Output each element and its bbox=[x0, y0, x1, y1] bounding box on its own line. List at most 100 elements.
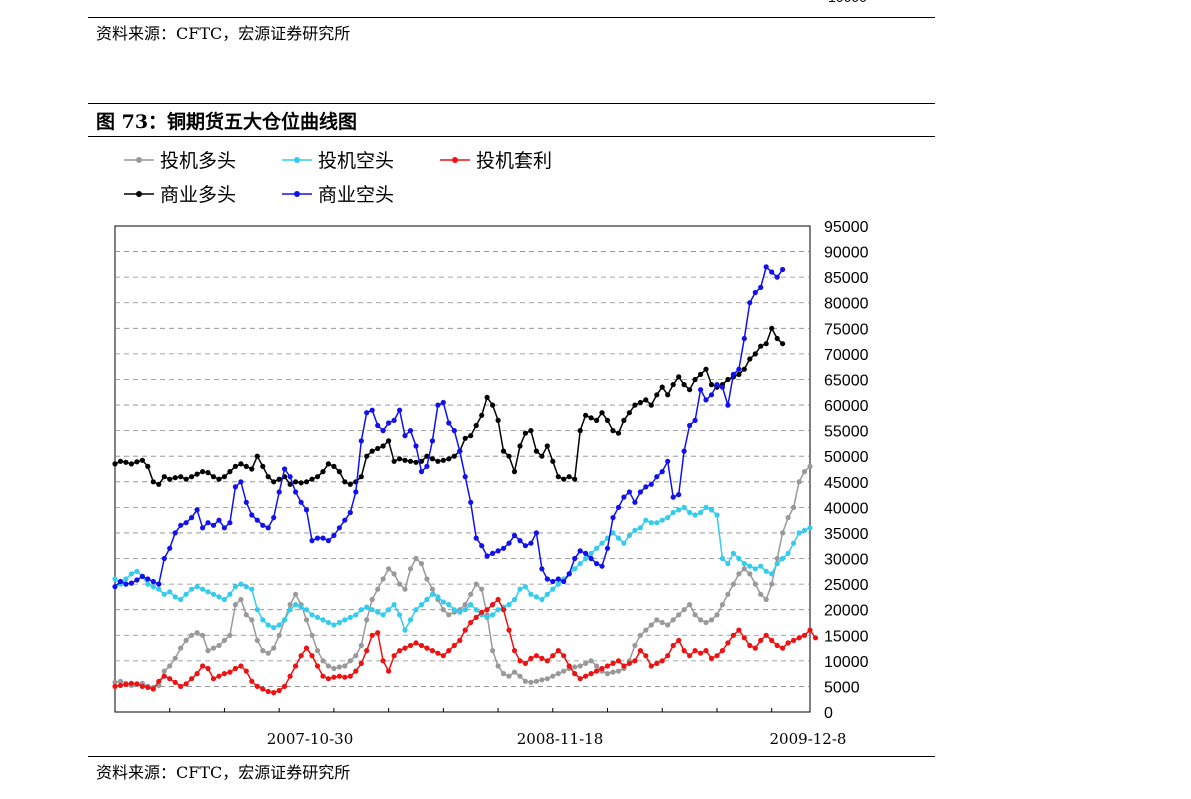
series-line bbox=[114, 506, 811, 632]
data-point bbox=[342, 663, 348, 669]
data-point bbox=[594, 417, 600, 423]
data-point bbox=[495, 596, 501, 603]
data-point bbox=[698, 387, 704, 393]
data-point bbox=[397, 407, 403, 413]
data-point bbox=[210, 676, 217, 682]
data-point bbox=[610, 428, 616, 434]
data-point bbox=[769, 325, 775, 331]
data-point bbox=[271, 625, 277, 631]
data-point bbox=[812, 635, 819, 641]
data-point bbox=[221, 525, 227, 531]
data-point bbox=[150, 578, 156, 585]
data-point bbox=[796, 635, 802, 641]
data-point bbox=[621, 540, 627, 546]
data-point bbox=[117, 458, 124, 464]
data-point bbox=[156, 586, 162, 592]
data-point bbox=[698, 617, 704, 623]
data-point bbox=[303, 645, 310, 651]
data-point bbox=[676, 492, 682, 498]
data-point bbox=[555, 671, 561, 677]
data-point bbox=[429, 438, 435, 444]
data-point bbox=[473, 535, 479, 541]
data-point bbox=[205, 520, 211, 526]
data-point bbox=[161, 474, 167, 480]
data-point bbox=[451, 642, 457, 649]
data-point bbox=[621, 663, 627, 669]
data-point bbox=[533, 530, 540, 536]
data-point bbox=[780, 341, 786, 347]
data-point bbox=[320, 469, 326, 475]
data-point bbox=[659, 469, 665, 475]
data-point bbox=[741, 566, 747, 572]
data-point bbox=[123, 459, 129, 465]
data-point bbox=[583, 550, 589, 557]
data-point bbox=[785, 515, 791, 521]
data-point bbox=[232, 584, 238, 590]
data-point bbox=[139, 683, 145, 690]
data-point bbox=[626, 410, 633, 416]
y-tick-label: 15000 bbox=[824, 628, 869, 645]
data-point bbox=[331, 674, 337, 680]
legend-label: 商业空头 bbox=[318, 184, 394, 206]
data-point bbox=[282, 683, 288, 690]
data-point bbox=[741, 335, 747, 342]
data-point bbox=[364, 604, 370, 610]
data-point bbox=[517, 443, 523, 449]
data-point bbox=[665, 622, 671, 628]
data-point bbox=[594, 561, 600, 567]
data-point bbox=[643, 627, 649, 633]
data-point bbox=[167, 545, 173, 551]
data-point bbox=[725, 640, 731, 646]
data-point bbox=[561, 653, 567, 659]
source-note-bottom: 资料来源：CFTC，宏源证券研究所 bbox=[96, 763, 351, 782]
data-point bbox=[654, 392, 660, 398]
data-point bbox=[309, 476, 315, 482]
data-point bbox=[380, 612, 386, 618]
data-point bbox=[511, 596, 518, 603]
data-point bbox=[156, 678, 162, 684]
data-point bbox=[189, 515, 195, 521]
data-point bbox=[232, 602, 238, 608]
data-point bbox=[681, 648, 687, 654]
data-point bbox=[424, 596, 430, 603]
data-point bbox=[747, 642, 753, 649]
data-point bbox=[801, 469, 808, 475]
data-point bbox=[391, 653, 397, 659]
data-point bbox=[468, 619, 474, 626]
data-point bbox=[375, 586, 381, 592]
data-point bbox=[216, 476, 222, 482]
data-point bbox=[687, 387, 693, 393]
data-point bbox=[271, 515, 277, 521]
data-point bbox=[117, 682, 124, 689]
data-point bbox=[522, 584, 529, 590]
data-point bbox=[167, 589, 173, 595]
data-point bbox=[500, 545, 507, 551]
data-point bbox=[117, 578, 124, 585]
data-point bbox=[637, 399, 644, 406]
data-point bbox=[243, 612, 249, 618]
data-point bbox=[654, 520, 660, 526]
data-point bbox=[801, 527, 808, 534]
data-point bbox=[730, 581, 737, 587]
data-point bbox=[451, 428, 457, 434]
data-point bbox=[189, 676, 195, 682]
data-point bbox=[440, 607, 446, 613]
data-point bbox=[654, 660, 660, 667]
data-point bbox=[145, 463, 151, 469]
data-point bbox=[774, 561, 780, 567]
data-point bbox=[265, 688, 271, 695]
data-point bbox=[249, 617, 255, 623]
data-point bbox=[533, 653, 540, 659]
legend-swatch-marker bbox=[294, 191, 300, 197]
data-point bbox=[522, 430, 529, 436]
data-point bbox=[309, 538, 315, 544]
data-point bbox=[714, 653, 720, 659]
data-point bbox=[626, 489, 633, 495]
data-point bbox=[260, 686, 266, 692]
series-line bbox=[114, 465, 811, 689]
data-point bbox=[260, 617, 266, 623]
data-point bbox=[446, 602, 452, 608]
data-point bbox=[692, 417, 698, 423]
data-point bbox=[785, 640, 791, 646]
data-point bbox=[708, 655, 715, 661]
